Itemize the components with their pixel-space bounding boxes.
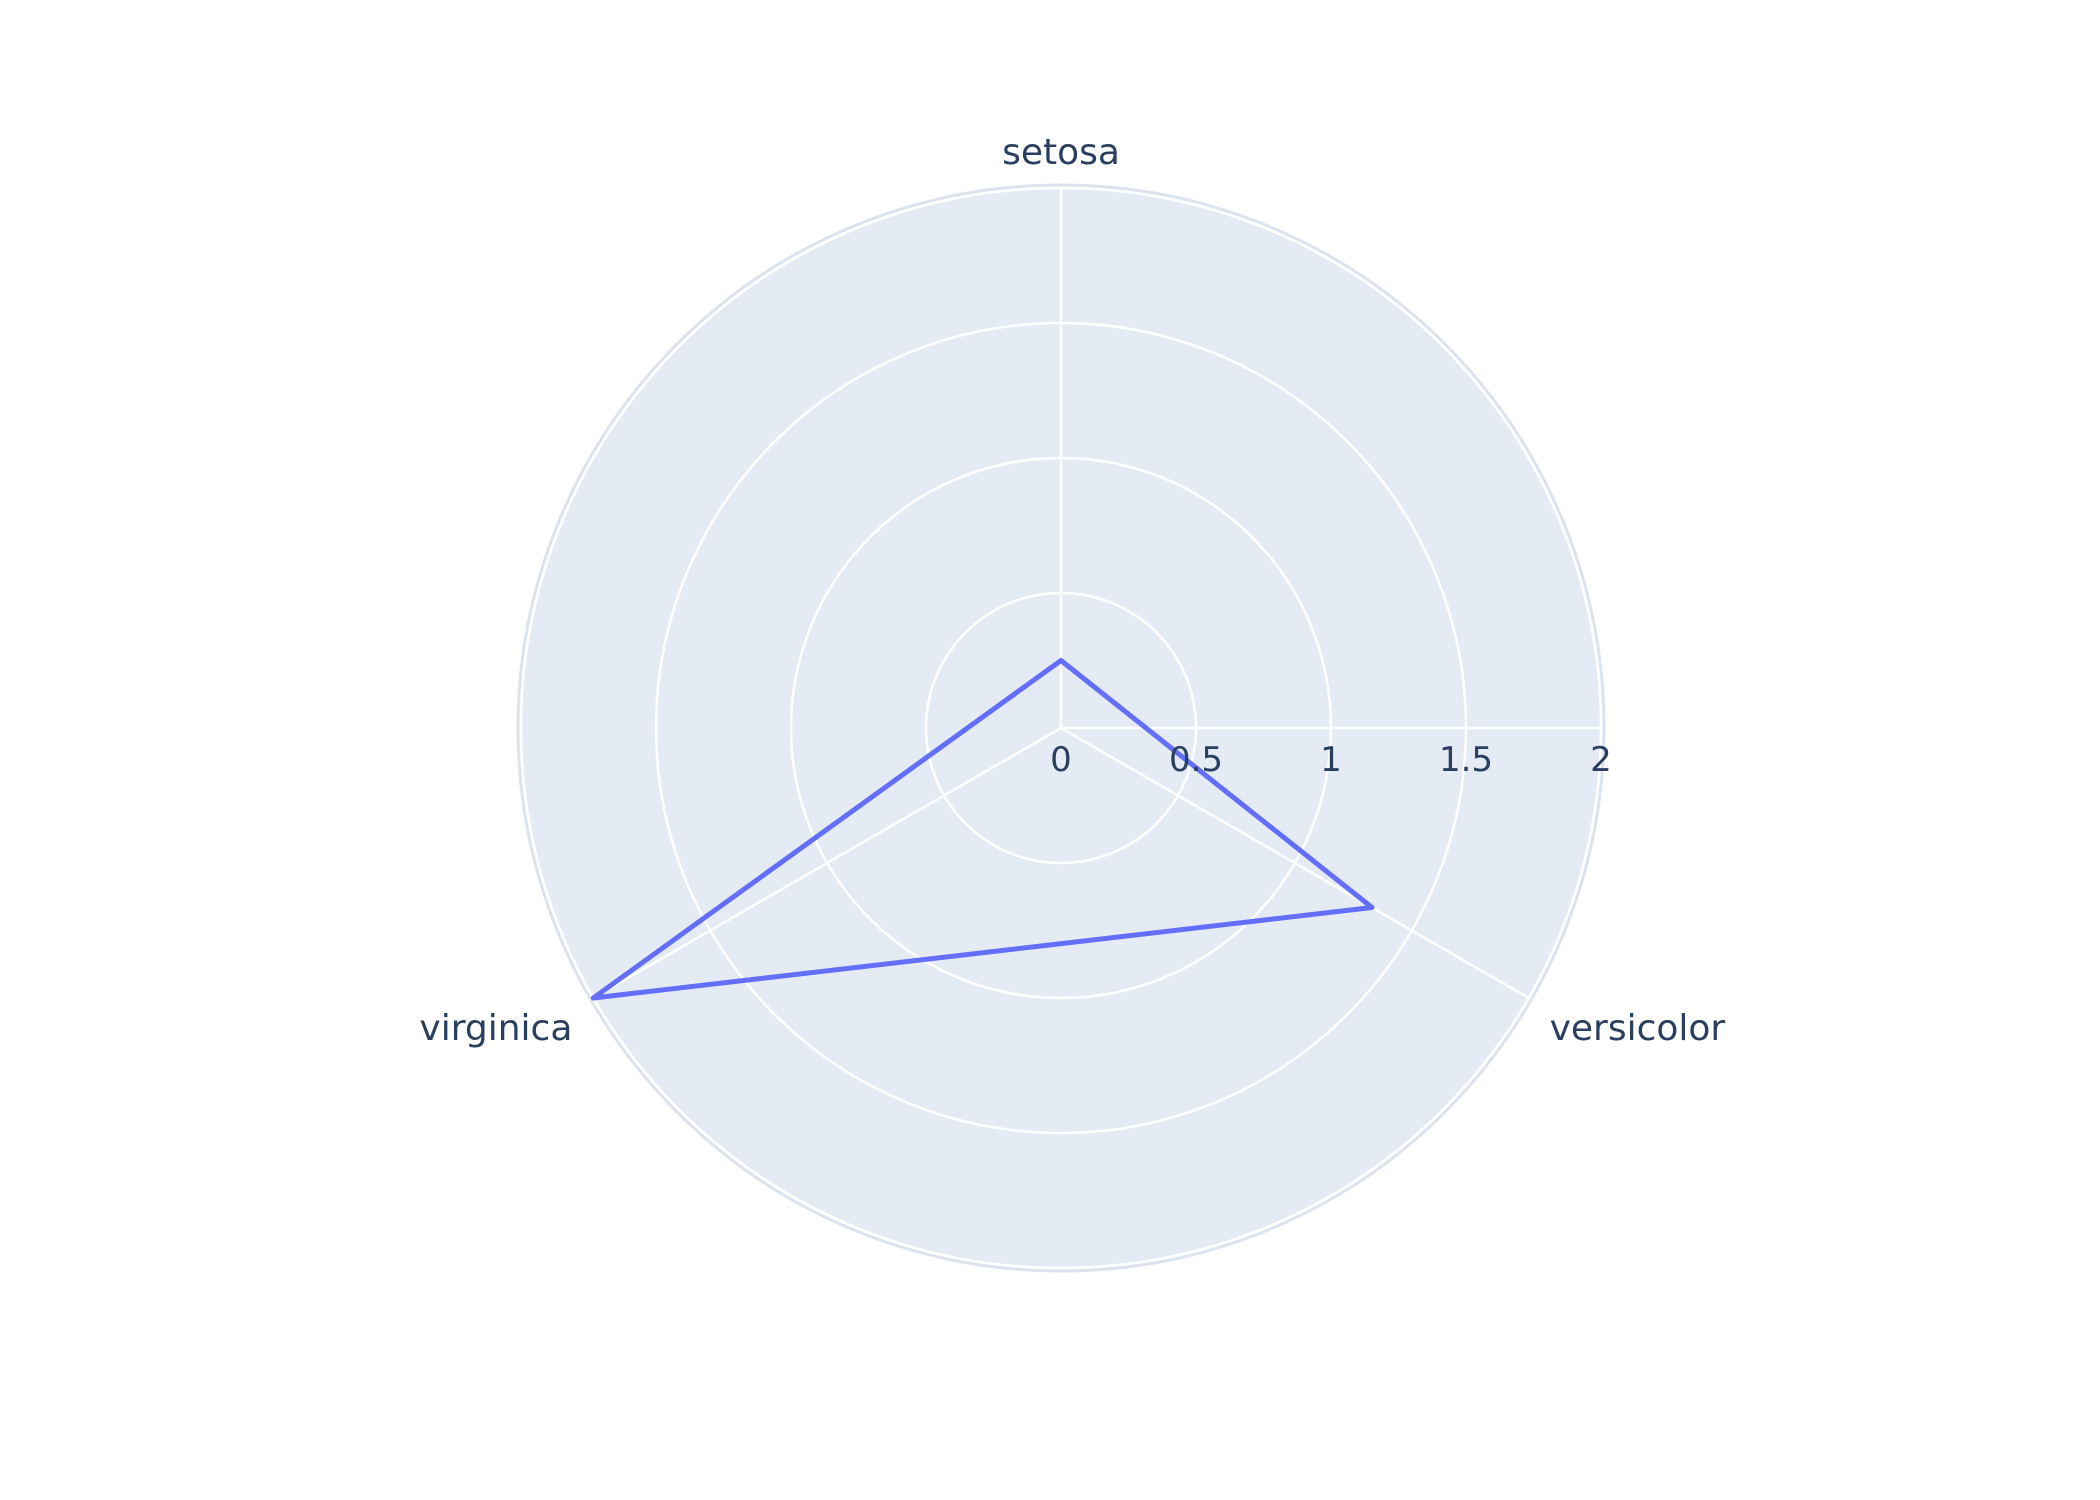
- category-label: setosa: [1002, 132, 1120, 173]
- radial-tick-label: 1: [1320, 740, 1342, 780]
- angular-spoke: [592, 726, 1062, 1000]
- label-layer: 0 0.5 1 1.5 2 setosa versicolor virginica: [419, 132, 1725, 1049]
- radial-tick-label: 2: [1590, 740, 1612, 780]
- category-label: versicolor: [1550, 1008, 1726, 1049]
- polar-grid-layer: [519, 186, 1603, 1270]
- radial-tick-label: 0: [1050, 740, 1072, 780]
- category-label: virginica: [419, 1008, 572, 1049]
- polar-outer-ring: [516, 183, 1606, 1273]
- radial-tick-label: 1.5: [1439, 740, 1493, 780]
- series-layer: [590, 658, 1375, 1001]
- series-polygon: [590, 658, 1375, 1001]
- radial-tick-label: 0.5: [1169, 740, 1223, 780]
- angular-spoke: [1060, 726, 1530, 1000]
